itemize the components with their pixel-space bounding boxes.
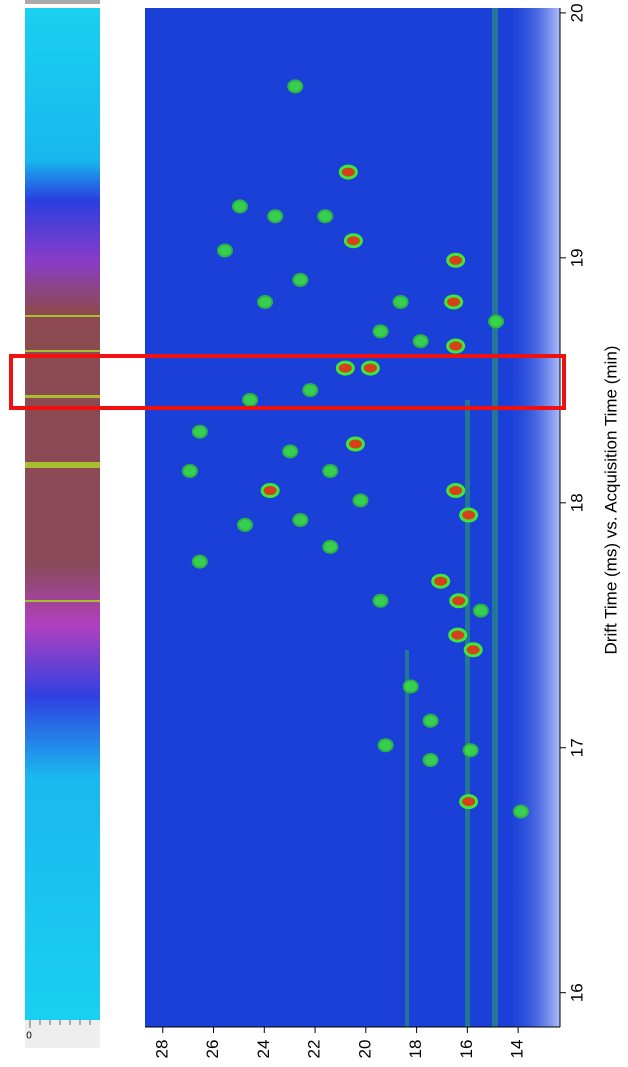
spot	[237, 517, 254, 532]
strip-label: 0	[26, 1031, 32, 1042]
y-tick-label: 18	[567, 493, 586, 512]
spot	[446, 252, 466, 268]
spot	[449, 593, 469, 609]
spot	[191, 554, 208, 569]
spot	[444, 294, 464, 310]
y-tick-label: 16	[567, 983, 586, 1002]
spot	[463, 642, 483, 658]
x-tick-label: 14	[508, 1040, 527, 1059]
spot	[459, 794, 479, 810]
x-tick-label: 22	[305, 1040, 324, 1059]
spot	[292, 272, 309, 287]
spot	[422, 753, 439, 768]
spot	[242, 392, 259, 407]
strip-ruler	[25, 1020, 100, 1048]
spot	[372, 593, 389, 608]
y-tick-label: 17	[567, 738, 586, 757]
ruler-ticks	[29, 1020, 91, 1028]
y-tick-label: 20	[567, 3, 586, 22]
spot	[343, 233, 363, 249]
spot	[287, 79, 304, 94]
spot	[512, 804, 529, 819]
x-tick-label: 28	[152, 1040, 171, 1059]
spot	[352, 493, 369, 508]
axis-title: Drift Time (ms) vs. Acquisition Time (mi…	[601, 346, 620, 655]
spot	[392, 294, 409, 309]
spot	[360, 360, 380, 376]
spot	[488, 314, 505, 329]
x-tick-label: 20	[355, 1040, 374, 1059]
x-tick-label: 16	[457, 1040, 476, 1059]
spot	[448, 627, 468, 643]
spot	[322, 539, 339, 554]
spot	[216, 243, 233, 258]
strip-top	[25, 0, 100, 4]
highlight-box	[9, 354, 566, 410]
spot	[472, 603, 489, 618]
x-tick-label: 26	[203, 1040, 222, 1059]
spot	[422, 713, 439, 728]
x-tick-label: 18	[406, 1040, 425, 1059]
color-strip	[25, 8, 100, 1020]
spot	[402, 679, 419, 694]
spot	[257, 294, 274, 309]
spot	[462, 743, 479, 758]
spot	[322, 463, 339, 478]
spot	[372, 324, 389, 339]
streaks	[405, 8, 498, 1027]
spot	[302, 383, 319, 398]
spot	[431, 573, 451, 589]
spot	[446, 483, 466, 499]
spot	[260, 483, 280, 499]
spot	[317, 209, 334, 224]
spot	[282, 444, 299, 459]
strip-lines	[25, 315, 100, 602]
spot	[345, 436, 365, 452]
spot	[412, 334, 429, 349]
spot	[292, 512, 309, 527]
y-tick-label: 19	[567, 248, 586, 267]
spot	[267, 209, 284, 224]
spot	[181, 463, 198, 478]
x-tick-label: 24	[254, 1040, 273, 1059]
spot	[231, 199, 248, 214]
spot	[335, 360, 355, 376]
spot	[377, 738, 394, 753]
spot	[446, 338, 466, 354]
spot	[191, 424, 208, 439]
spot	[459, 507, 479, 523]
spot	[338, 164, 358, 180]
noise-edge	[505, 8, 560, 1027]
